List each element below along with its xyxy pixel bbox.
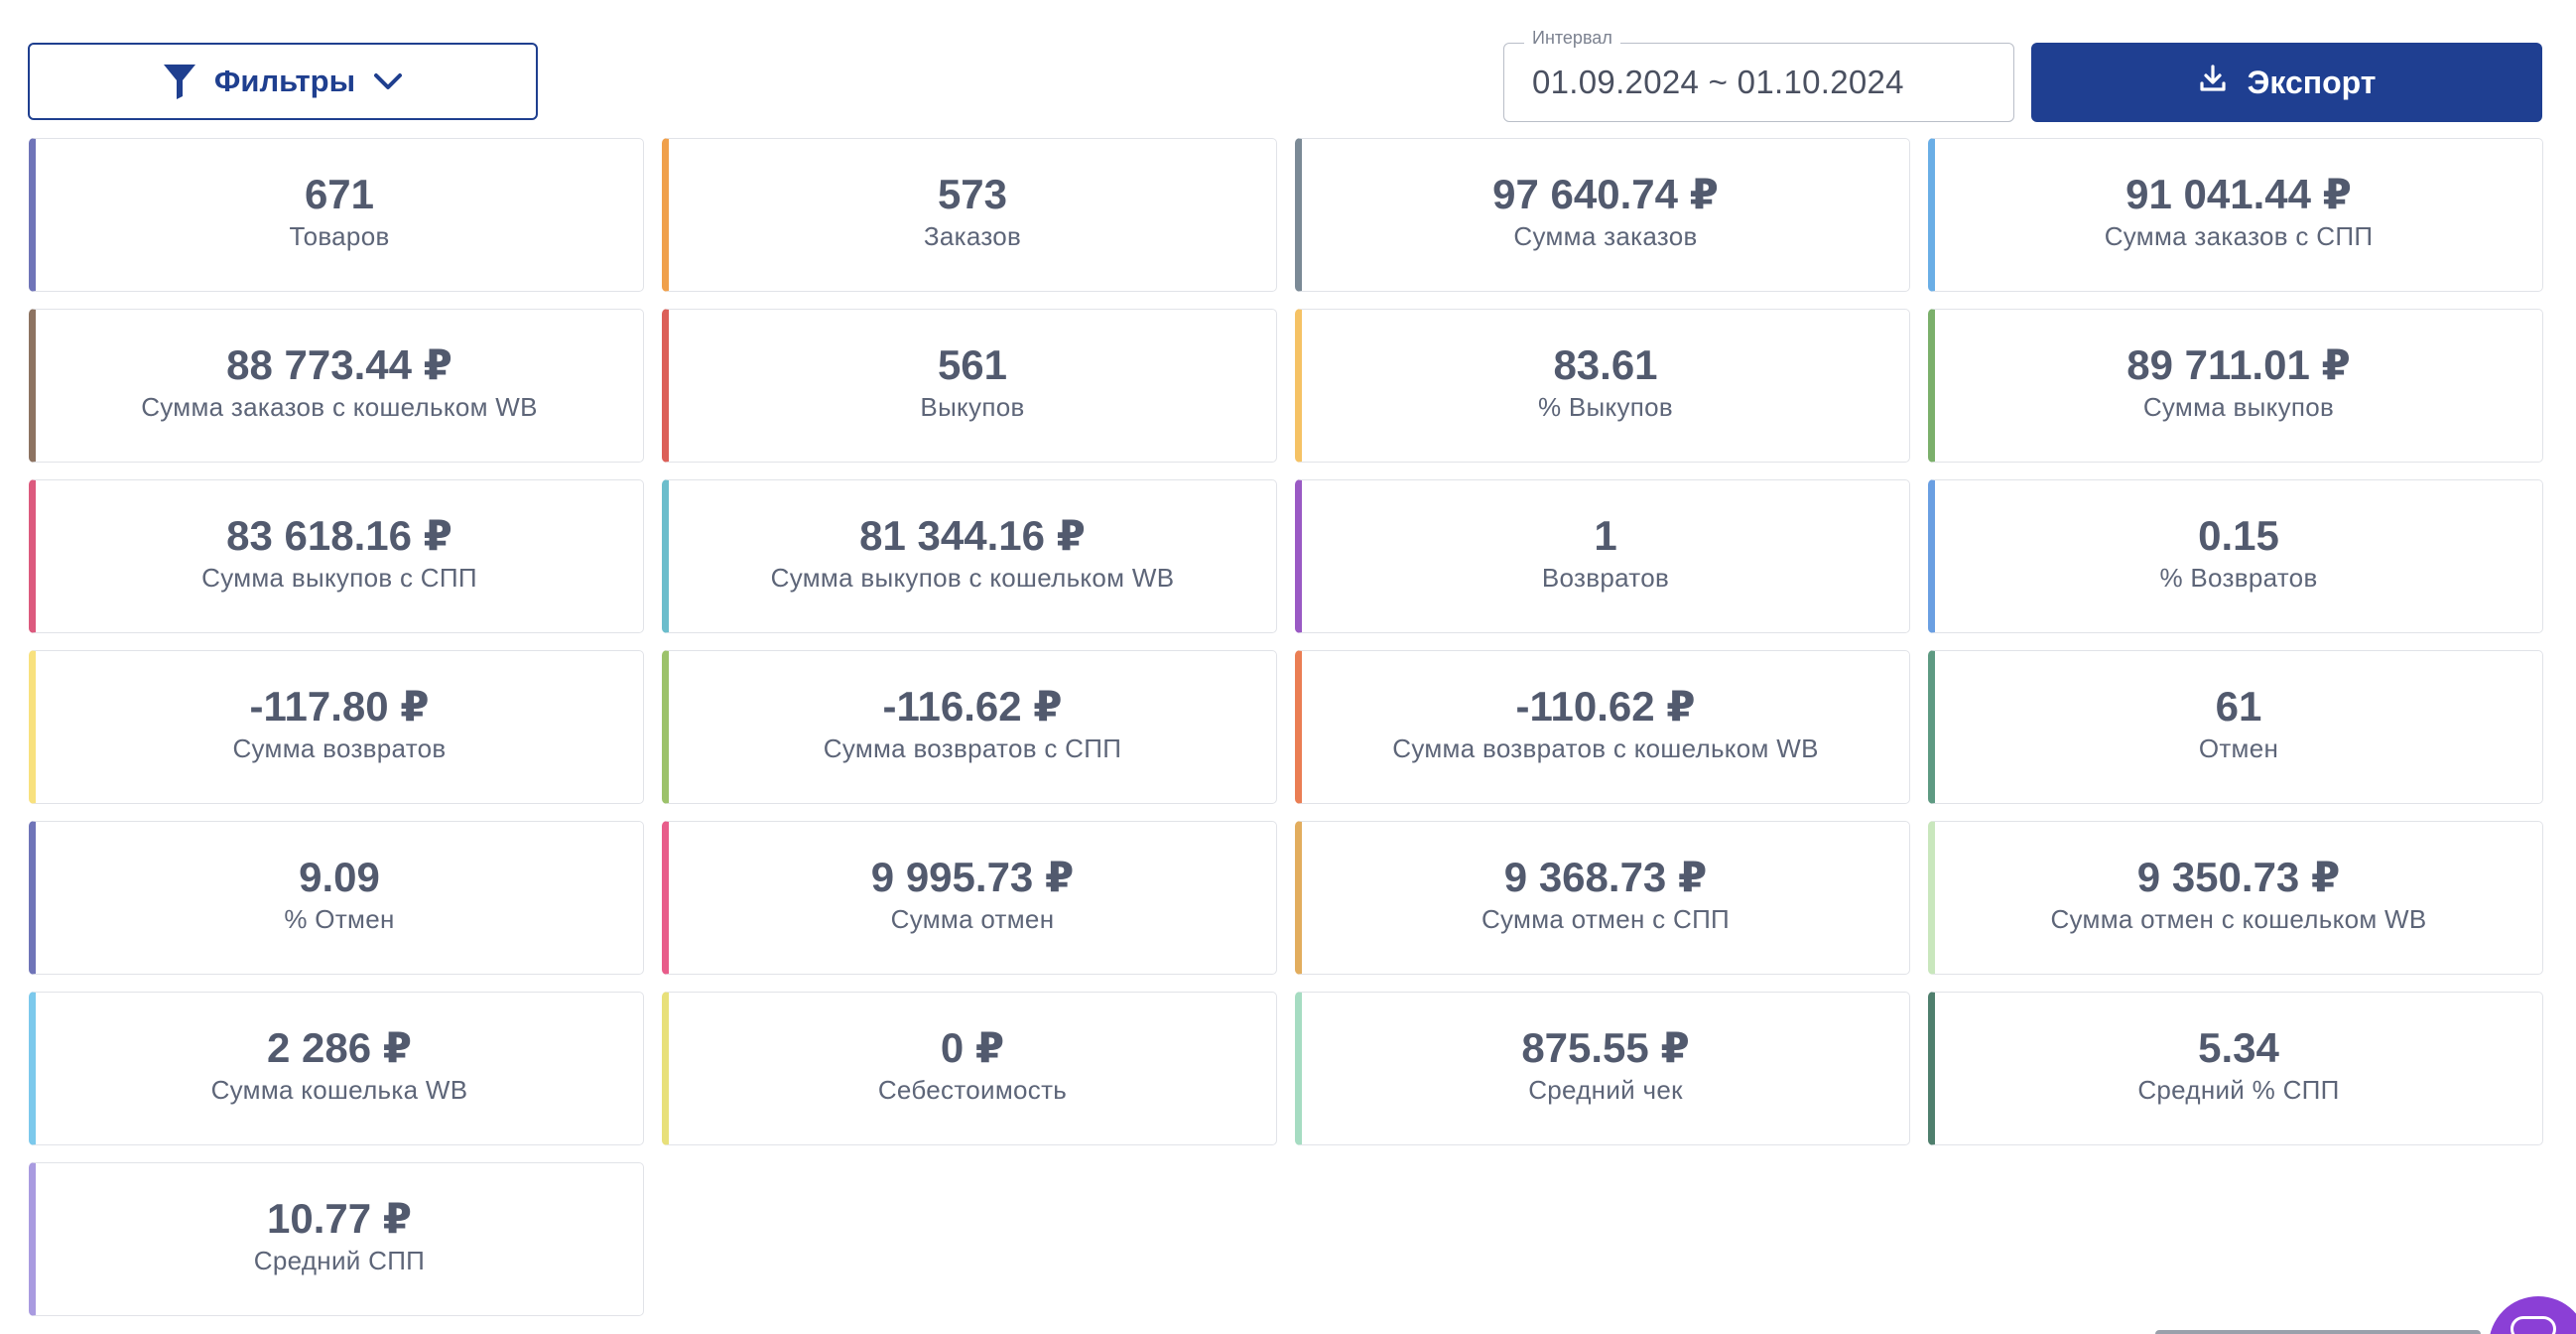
stat-label: Сумма кошелька WB [210, 1075, 468, 1106]
stat-value: 1 [1594, 511, 1617, 559]
stat-label: Заказов [923, 221, 1022, 252]
stat-label: % Отмен [284, 904, 395, 935]
stat-value: 0.15 [2198, 511, 2279, 559]
stat-value: 875.55 ₽ [1521, 1023, 1690, 1071]
stat-card: 9.09 % Отмен [29, 821, 644, 975]
chevron-down-icon [373, 71, 403, 91]
stat-card: 671 Товаров [29, 138, 644, 292]
stat-value: 561 [937, 340, 1008, 388]
stat-value: 81 344.16 ₽ [859, 511, 1086, 559]
stat-label: Сумма выкупов с кошельком WB [770, 563, 1175, 594]
stat-label: Себестоимость [877, 1075, 1068, 1106]
stat-card: 83.61 % Выкупов [1295, 309, 1910, 463]
export-button[interactable]: Экспорт [2031, 43, 2542, 122]
stats-grid: 671 Товаров 573 Заказов 97 640.74 ₽ Сумма з… [29, 138, 2543, 1316]
chat-icon [2511, 1316, 2556, 1334]
interval-label: Интервал [1524, 28, 1620, 49]
stat-label: Средний СПП [253, 1246, 426, 1276]
stat-value: 10.77 ₽ [267, 1194, 412, 1242]
stat-label: Сумма отмен [890, 904, 1055, 935]
horizontal-scrollbar[interactable] [2155, 1330, 2481, 1334]
stat-label: Средний чек [1528, 1075, 1683, 1106]
stat-label: Сумма выкупов [2142, 392, 2335, 423]
stat-card: -110.62 ₽ Сумма возвратов с кошельком WB [1295, 650, 1910, 804]
stat-label: Сумма возвратов с кошельком WB [1392, 734, 1819, 764]
interval-input[interactable]: Интервал 01.09.2024 ~ 01.10.2024 [1503, 28, 2014, 122]
stat-label: Сумма отмен с кошельком WB [2050, 904, 2427, 935]
stat-label: Сумма возвратов [232, 734, 447, 764]
export-label: Экспорт [2247, 64, 2377, 100]
stat-card: 83 618.16 ₽ Сумма выкупов с СПП [29, 479, 644, 633]
stat-label: Сумма выкупов с СПП [201, 563, 477, 594]
filters-label: Фильтры [213, 64, 356, 98]
stat-card: 89 711.01 ₽ Сумма выкупов [1928, 309, 2543, 463]
stat-label: Средний % СПП [2137, 1075, 2340, 1106]
stat-value: -110.62 ₽ [1515, 682, 1696, 730]
stat-value: 89 711.01 ₽ [2126, 340, 2351, 388]
stat-value: 573 [937, 170, 1008, 217]
stat-label: Сумма возвратов с СПП [823, 734, 1122, 764]
stat-value: 2 286 ₽ [267, 1023, 412, 1071]
stat-label: % Возвратов [2159, 563, 2318, 594]
stat-label: Сумма заказов [1513, 221, 1698, 252]
stat-label: Возвратов [1541, 563, 1670, 594]
stat-card: -116.62 ₽ Сумма возвратов с СПП [662, 650, 1277, 804]
stat-value: 83 618.16 ₽ [226, 511, 452, 559]
stat-card: 5.34 Средний % СПП [1928, 992, 2543, 1145]
stat-label: Сумма заказов с СПП [2104, 221, 2374, 252]
stat-card: 81 344.16 ₽ Сумма выкупов с кошельком WB [662, 479, 1277, 633]
stat-value: 9.09 [299, 853, 380, 900]
stat-card: 1 Возвратов [1295, 479, 1910, 633]
stat-value: 91 041.44 ₽ [2125, 170, 2352, 217]
filters-button[interactable]: Фильтры [28, 43, 538, 120]
stat-value: -116.62 ₽ [882, 682, 1063, 730]
stat-card: 91 041.44 ₽ Сумма заказов с СПП [1928, 138, 2543, 292]
funnel-icon [163, 63, 196, 100]
stat-card: 0.15 % Возвратов [1928, 479, 2543, 633]
stat-card: 97 640.74 ₽ Сумма заказов [1295, 138, 1910, 292]
stat-value: 88 773.44 ₽ [226, 340, 452, 388]
stat-card: 88 773.44 ₽ Сумма заказов с кошельком WB [29, 309, 644, 463]
stat-card: 9 995.73 ₽ Сумма отмен [662, 821, 1277, 975]
stat-value: 671 [304, 170, 375, 217]
stat-card: 9 368.73 ₽ Сумма отмен с СПП [1295, 821, 1910, 975]
stat-card: 573 Заказов [662, 138, 1277, 292]
stat-value: 9 995.73 ₽ [870, 853, 1075, 900]
stat-label: Товаров [289, 221, 390, 252]
stat-card: 2 286 ₽ Сумма кошелька WB [29, 992, 644, 1145]
stat-value: 9 368.73 ₽ [1503, 853, 1708, 900]
stat-value: 61 [2215, 682, 2262, 730]
stat-value: 0 ₽ [940, 1023, 1005, 1071]
stat-card: -117.80 ₽ Сумма возвратов [29, 650, 644, 804]
stat-value: 5.34 [2198, 1023, 2279, 1071]
stat-value: 9 350.73 ₽ [2136, 853, 2341, 900]
stat-label: Сумма отмен с СПП [1481, 904, 1731, 935]
interval-value: 01.09.2024 ~ 01.10.2024 [1532, 64, 1904, 100]
stat-value: 97 640.74 ₽ [1492, 170, 1719, 217]
stat-card: 61 Отмен [1928, 650, 2543, 804]
stat-card: 10.77 ₽ Средний СПП [29, 1162, 644, 1316]
stat-label: % Выкупов [1537, 392, 1674, 423]
download-icon [2198, 64, 2228, 101]
stat-card: 9 350.73 ₽ Сумма отмен с кошельком WB [1928, 821, 2543, 975]
stat-label: Выкупов [920, 392, 1025, 423]
stat-label: Сумма заказов с кошельком WB [141, 392, 538, 423]
stat-card: 0 ₽ Себестоимость [662, 992, 1277, 1145]
stat-value: 83.61 [1553, 340, 1658, 388]
stat-label: Отмен [2198, 734, 2279, 764]
stat-card: 875.55 ₽ Средний чек [1295, 992, 1910, 1145]
stat-card: 561 Выкупов [662, 309, 1277, 463]
stat-value: -117.80 ₽ [249, 682, 430, 730]
